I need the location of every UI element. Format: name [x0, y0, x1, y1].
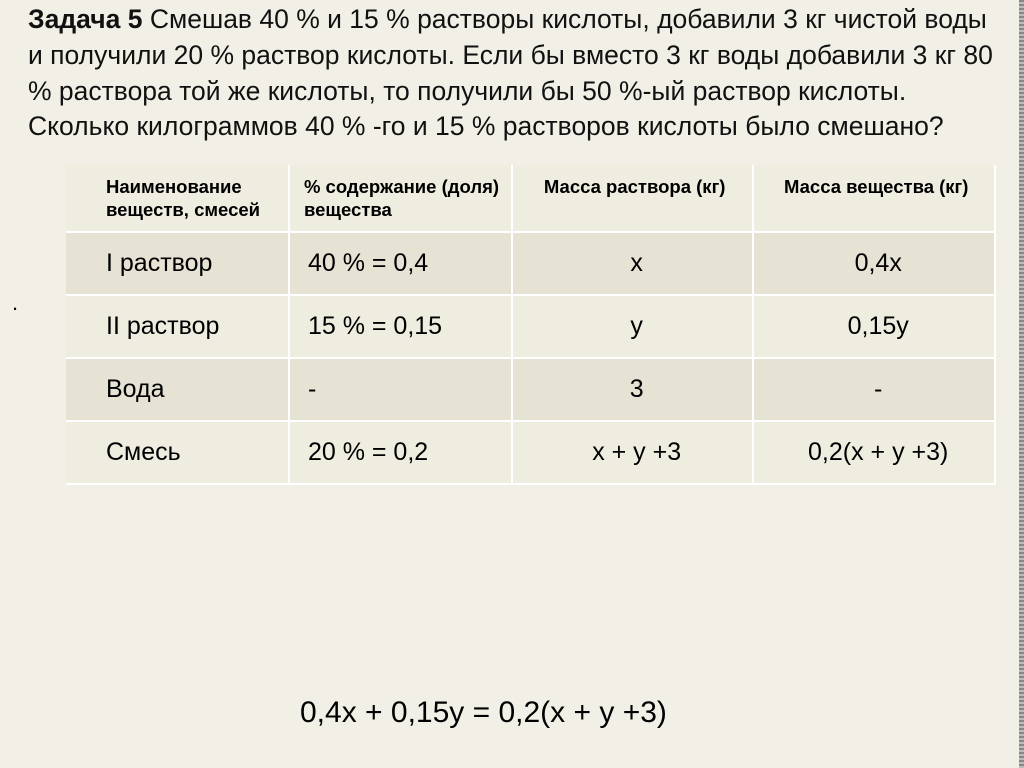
problem-body: Смешав 40 % и 15 % растворы кислоты, доб…: [28, 4, 993, 141]
cell-name: I раствор: [66, 232, 289, 295]
header-mass-sub: Масса вещества (кг): [753, 165, 995, 232]
problem-label: Задача 5: [28, 4, 142, 34]
cell-name: Смесь: [66, 421, 289, 484]
cell-mass-sub: 0,2(x + y +3): [753, 421, 995, 484]
cell-mass-sol: y: [512, 295, 754, 358]
cell-percent: -: [289, 358, 512, 421]
cell-percent: 20 % = 0,2: [289, 421, 512, 484]
cell-mass-sol: 3: [512, 358, 754, 421]
cell-mass-sub: -: [753, 358, 995, 421]
table-header-row: Наименование веществ, смесей % содержани…: [66, 165, 995, 232]
table-row: I раствор 40 % = 0,4 x 0,4x: [66, 232, 995, 295]
solution-table: Наименование веществ, смесей % содержани…: [66, 165, 996, 485]
table-row: II раствор 15 % = 0,15 y 0,15y: [66, 295, 995, 358]
scrollbar-decoration: [1019, 0, 1024, 768]
problem-statement: Задача 5 Смешав 40 % и 15 % растворы кис…: [0, 0, 1024, 159]
cell-mass-sub: 0,4x: [753, 232, 995, 295]
header-mass-sol: Масса раствора (кг): [512, 165, 754, 232]
bullet-dot: .: [12, 290, 18, 316]
cell-name: Вода: [66, 358, 289, 421]
cell-percent: 15 % = 0,15: [289, 295, 512, 358]
result-equation: 0,4x + 0,15y = 0,2(x + y +3): [300, 696, 667, 730]
header-substances: Наименование веществ, смесей: [66, 165, 289, 232]
cell-name: II раствор: [66, 295, 289, 358]
cell-mass-sol: x + y +3: [512, 421, 754, 484]
cell-mass-sub: 0,15y: [753, 295, 995, 358]
cell-percent: 40 % = 0,4: [289, 232, 512, 295]
header-percent: % содержание (доля) вещества: [289, 165, 512, 232]
cell-mass-sol: x: [512, 232, 754, 295]
table-row: Смесь 20 % = 0,2 x + y +3 0,2(x + y +3): [66, 421, 995, 484]
table-row: Вода - 3 -: [66, 358, 995, 421]
